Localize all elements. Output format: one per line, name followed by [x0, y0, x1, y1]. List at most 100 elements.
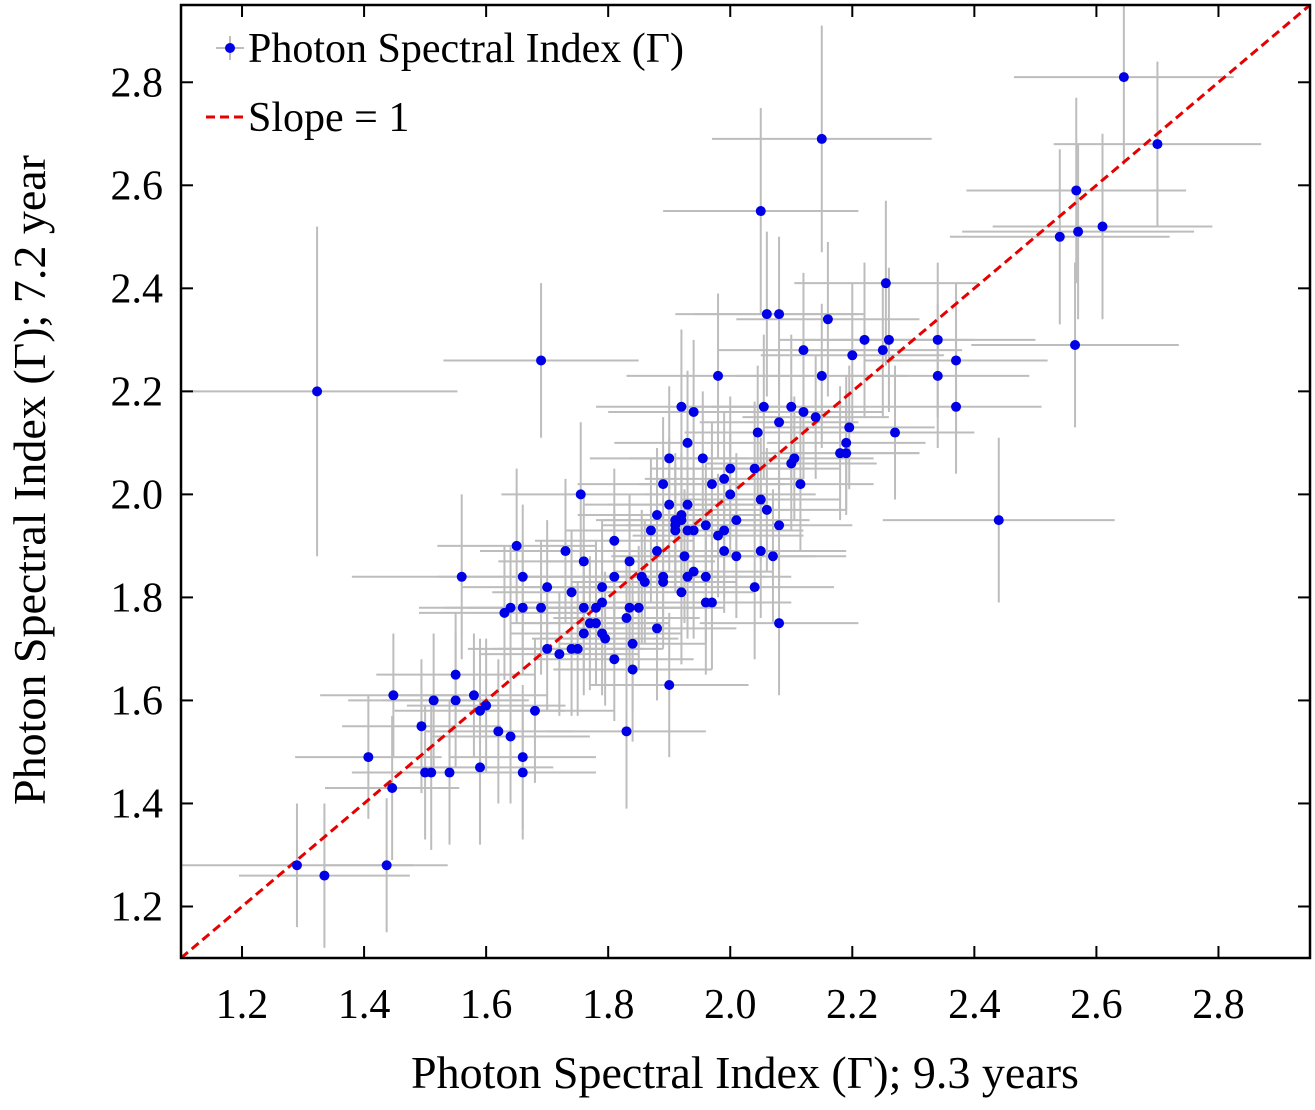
- data-point: [676, 401, 687, 412]
- y-tick-label: 1.8: [111, 575, 164, 621]
- data-point: [621, 726, 632, 737]
- data-point: [363, 752, 374, 763]
- data-point: [719, 473, 730, 484]
- data-point: [697, 453, 708, 464]
- data-point: [572, 643, 583, 654]
- data-point: [1071, 185, 1082, 196]
- data-point: [1118, 72, 1129, 83]
- data-point: [951, 401, 962, 412]
- data-point: [810, 412, 821, 423]
- data-point: [388, 690, 399, 701]
- data-point: [590, 618, 601, 629]
- data-point: [719, 546, 730, 557]
- data-point: [319, 870, 330, 881]
- data-point: [664, 499, 675, 510]
- data-point: [664, 679, 675, 690]
- data-point: [511, 540, 522, 551]
- y-axis-label: Photon Spectral Index (Γ); 7.2 year: [4, 155, 55, 805]
- data-point: [444, 767, 455, 778]
- y-tick-label: 1.6: [111, 678, 164, 724]
- data-point: [664, 453, 675, 464]
- y-tick-label: 1.4: [111, 781, 164, 827]
- data-point: [676, 509, 687, 520]
- data-point: [816, 370, 827, 381]
- data-point: [578, 628, 589, 639]
- data-point: [731, 551, 742, 562]
- x-tick-label: 1.8: [582, 982, 635, 1028]
- y-tick-label: 2.2: [111, 369, 164, 415]
- data-point: [578, 556, 589, 567]
- data-point: [774, 520, 785, 531]
- data-point: [774, 618, 785, 629]
- x-tick-label: 1.2: [216, 982, 269, 1028]
- data-point: [761, 309, 772, 320]
- data-point: [627, 638, 638, 649]
- data-point: [1152, 139, 1163, 150]
- data-point: [688, 525, 699, 536]
- y-tick-label: 2.6: [111, 163, 164, 209]
- data-point: [517, 767, 528, 778]
- data-point: [786, 401, 797, 412]
- data-point: [428, 695, 439, 706]
- data-point: [761, 504, 772, 515]
- data-point: [755, 546, 766, 557]
- data-point: [426, 767, 437, 778]
- data-point: [609, 571, 620, 582]
- y-tick-label: 2.8: [111, 60, 164, 106]
- data-point: [621, 613, 632, 624]
- data-point: [749, 582, 760, 593]
- data-point: [877, 345, 888, 356]
- data-point: [795, 479, 806, 490]
- data-point: [676, 587, 687, 598]
- x-tick-label: 2.6: [1070, 982, 1123, 1028]
- data-point: [688, 566, 699, 577]
- data-point: [688, 406, 699, 417]
- data-point: [578, 602, 589, 613]
- data-point: [624, 602, 635, 613]
- data-point: [1054, 231, 1065, 242]
- data-point: [1097, 221, 1108, 232]
- data-point: [517, 752, 528, 763]
- data-point: [679, 551, 690, 562]
- data-point: [600, 633, 611, 644]
- x-tick-label: 1.6: [460, 982, 513, 1028]
- x-tick-label: 2.4: [948, 982, 1001, 1028]
- data-point: [505, 731, 516, 742]
- data-point: [847, 350, 858, 361]
- data-point: [560, 546, 571, 557]
- data-point: [609, 654, 620, 665]
- data-point: [450, 669, 461, 680]
- data-point: [468, 690, 479, 701]
- data-point: [575, 489, 586, 500]
- data-point: [841, 448, 852, 459]
- data-point: [381, 860, 392, 871]
- data-point: [652, 623, 663, 634]
- y-tick-label: 2.0: [111, 472, 164, 518]
- data-point: [993, 515, 1004, 526]
- data-point: [624, 556, 635, 567]
- data-point: [700, 520, 711, 531]
- data-point: [816, 133, 827, 144]
- data-point: [645, 525, 656, 536]
- data-point: [529, 705, 540, 716]
- data-point: [517, 571, 528, 582]
- y-ticks: 1.2 1.4 1.6 1.8 2.0 2.2 2.4 2.6 2.8: [111, 60, 1310, 930]
- data-point: [755, 494, 766, 505]
- data-point: [542, 582, 553, 593]
- data-point: [880, 278, 891, 289]
- y-tick-label: 1.2: [111, 884, 164, 930]
- data-point: [731, 515, 742, 526]
- x-tick-label: 1.4: [338, 982, 391, 1028]
- data-point: [774, 309, 785, 320]
- data-point: [752, 427, 763, 438]
- data-point: [1070, 339, 1081, 350]
- data-point: [536, 602, 547, 613]
- data-point: [789, 453, 800, 464]
- data-point: [774, 417, 785, 428]
- data-point: [597, 582, 608, 593]
- data-point: [841, 437, 852, 448]
- data-point: [798, 345, 809, 356]
- x-tick-label: 2.2: [826, 982, 879, 1028]
- data-point: [883, 334, 894, 345]
- data-point: [652, 546, 663, 557]
